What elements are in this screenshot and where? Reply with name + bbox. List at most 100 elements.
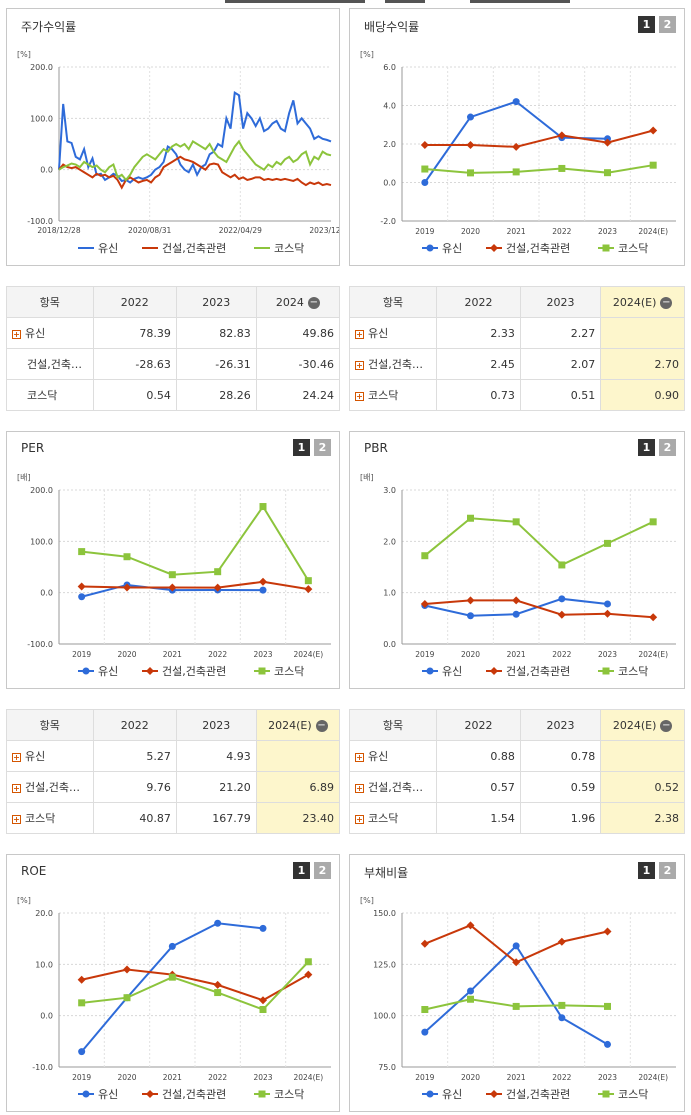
row-label-text: 건설,건축관련 [27, 358, 92, 371]
data-point [426, 667, 434, 675]
data-point [490, 1090, 498, 1098]
expand-icon[interactable]: + [12, 783, 21, 793]
x-tick-label: 2021 [163, 1073, 182, 1082]
collapse-icon[interactable]: − [660, 296, 673, 309]
expand-icon[interactable]: + [355, 360, 364, 370]
y-tick-label: 100.0 [373, 1012, 396, 1021]
chart-title: 주가수익률 [21, 20, 77, 34]
data-point [304, 577, 312, 585]
data-point [467, 995, 474, 1003]
data-point [146, 667, 154, 675]
legend-label: 건설,건축관련 [506, 665, 570, 678]
data-point [604, 539, 611, 547]
data-point [77, 975, 86, 984]
row-label: + 코스닥 [348, 379, 438, 411]
data-point [78, 1048, 86, 1056]
view-1-button[interactable]: 1 [638, 439, 655, 456]
x-tick-label: 2021 [507, 1073, 526, 1082]
collapse-icon[interactable]: − [660, 719, 673, 732]
collapse-icon[interactable]: − [315, 719, 328, 732]
row-label: + 유신 [6, 317, 94, 349]
table-cell [600, 740, 685, 772]
view-1-button[interactable]: 1 [638, 16, 655, 33]
data-point [557, 131, 566, 140]
data-point [512, 610, 520, 618]
table-row: 건설,건축관련 -28.63 -26.31 -30.46 [6, 348, 341, 380]
y-tick-label: 1.0 [383, 589, 396, 598]
expand-icon[interactable]: + [12, 329, 21, 339]
chart-title: PER [21, 441, 45, 455]
x-tick-label: 2021 [507, 650, 526, 659]
x-tick-label: 2024(E) [638, 650, 668, 659]
x-tick-label: 2019 [415, 1073, 434, 1082]
data-point [82, 1090, 90, 1098]
data-point [467, 612, 474, 620]
chart-title: 부채비율 [364, 866, 409, 880]
view-2-button[interactable]: 2 [314, 439, 331, 456]
expand-icon[interactable]: + [355, 752, 364, 762]
data-point [421, 165, 429, 173]
table-cell: 1.54 [436, 802, 521, 834]
data-point [557, 610, 566, 619]
data-point [259, 1006, 267, 1014]
data-point [604, 169, 611, 177]
table-header: 2024(E) − [600, 709, 685, 741]
data-point [512, 1002, 520, 1010]
data-point [602, 244, 610, 252]
data-point [123, 583, 131, 592]
table-cell: 2.70 [600, 348, 685, 380]
data-point [214, 568, 222, 576]
data-point [214, 989, 222, 997]
expand-icon[interactable]: + [355, 391, 364, 401]
x-tick-label: 2019 [415, 227, 434, 236]
series-line [81, 504, 310, 582]
series-line [424, 599, 654, 619]
expand-icon[interactable]: + [12, 814, 21, 824]
table-header: 2022 [436, 286, 521, 318]
data-point [512, 518, 520, 526]
view-2-button[interactable]: 2 [659, 16, 676, 33]
collapse-icon[interactable]: − [307, 296, 320, 309]
row-label-text: 코스닥 [368, 389, 399, 402]
view-1-button[interactable]: 1 [293, 862, 310, 879]
table-cell: 0.90 [600, 379, 685, 411]
view-2-button[interactable]: 2 [659, 862, 676, 879]
table-return: 항목 2022 2023 2024− + 유신 78.39 82.83 49.86 건설,건축관련… [6, 286, 341, 411]
data-point [259, 586, 267, 594]
table-header: 항목 [6, 286, 94, 318]
data-point [649, 518, 657, 526]
row-label: 건설,건축관련 [6, 348, 94, 380]
header-label: 2023 [202, 295, 231, 309]
view-1-button[interactable]: 1 [293, 439, 310, 456]
expand-icon[interactable]: + [355, 783, 364, 793]
axis-unit: [%] [360, 50, 374, 59]
row-label-text: 건설,건축관련 [368, 358, 433, 371]
table-row: + 건설,건축관련 2.45 2.07 2.70 [348, 348, 685, 380]
x-tick-label: 2022 [208, 650, 227, 659]
row-label-text: 코스닥 [25, 812, 56, 825]
series-line [424, 164, 654, 174]
chart-svg: [%] 6.0 4.0 2.0 0.0 -2.0 2019 2020 2021 2022 2023 2… [360, 50, 676, 255]
expand-icon[interactable]: + [355, 329, 364, 339]
x-tick-label: 2020 [461, 1073, 480, 1082]
table-row: + 코스닥 1.54 1.96 2.38 [348, 802, 685, 834]
data-point [82, 667, 90, 675]
table-header: 2022 [92, 286, 177, 318]
table-header: 2023 [175, 286, 257, 318]
legend-label: 유신 [98, 1088, 118, 1101]
series-line [58, 90, 332, 184]
view-2-button[interactable]: 2 [659, 439, 676, 456]
series-line [81, 580, 309, 591]
x-tick-label: 2023/12/28 [309, 226, 339, 235]
x-tick-label: 2019 [72, 650, 91, 659]
table-cell: -28.63 [92, 348, 177, 380]
x-tick-label: 2019 [415, 650, 434, 659]
expand-icon[interactable]: + [355, 814, 364, 824]
view-1-button[interactable]: 1 [638, 862, 655, 879]
expand-icon[interactable]: + [12, 752, 21, 762]
legend-label: 건설,건축관련 [162, 242, 226, 255]
view-2-button[interactable]: 2 [314, 862, 331, 879]
data-point [168, 583, 177, 592]
